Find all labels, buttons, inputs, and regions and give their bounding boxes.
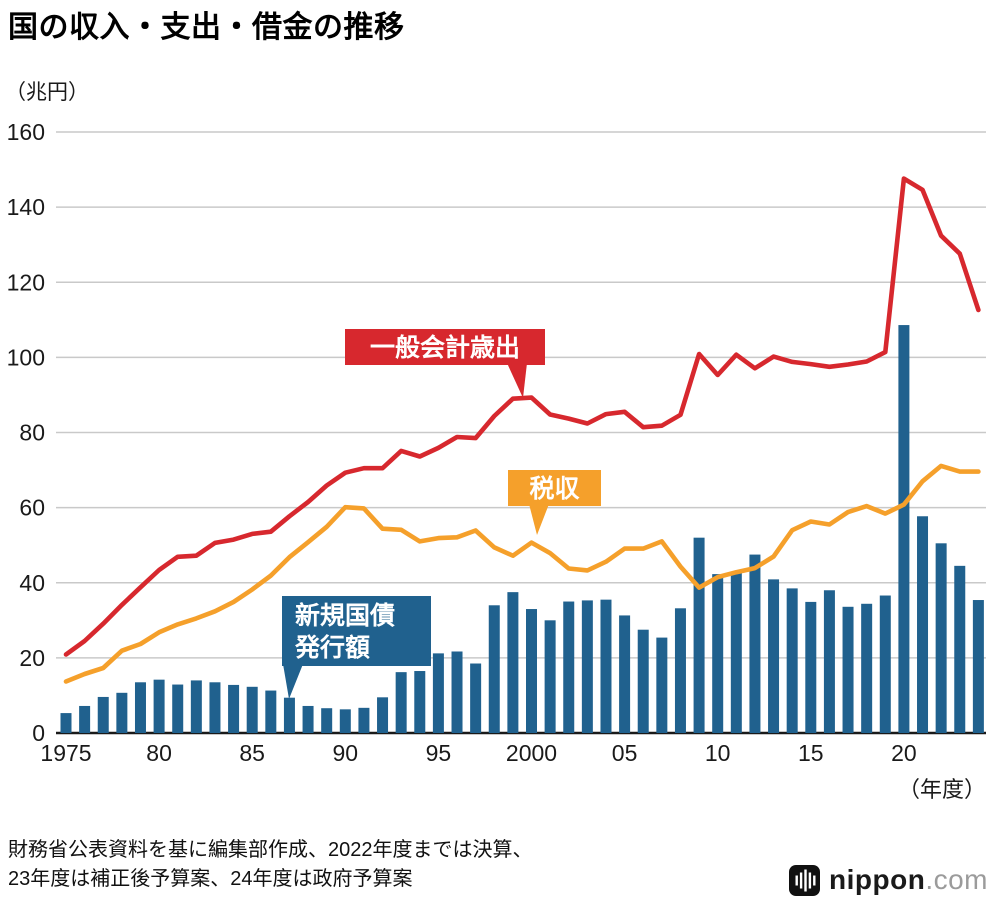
- svg-text:新規国債: 新規国債: [295, 601, 395, 630]
- waveform-icon: [789, 864, 821, 896]
- svg-text:2000: 2000: [506, 740, 557, 766]
- svg-text:0: 0: [32, 720, 45, 746]
- source-note: 財務省公表資料を基に編集部作成、2022年度までは決算、 23年度は補正後予算案…: [8, 836, 533, 894]
- logo-text-nippon: nippon: [829, 864, 926, 895]
- svg-text:発行額: 発行額: [294, 633, 370, 662]
- svg-text:40: 40: [19, 570, 45, 596]
- svg-text:80: 80: [146, 740, 172, 766]
- svg-text:100: 100: [7, 344, 45, 370]
- svg-text:20: 20: [891, 740, 917, 766]
- svg-text:一般会計歳出: 一般会計歳出: [370, 333, 520, 362]
- svg-text:80: 80: [19, 420, 45, 446]
- svg-text:140: 140: [7, 194, 45, 220]
- svg-text:税収: 税収: [529, 475, 580, 503]
- svg-text:160: 160: [7, 119, 45, 145]
- svg-text:120: 120: [7, 269, 45, 295]
- svg-text:10: 10: [705, 740, 731, 766]
- svg-text:60: 60: [19, 495, 45, 521]
- source-line-1: 財務省公表資料を基に編集部作成、2022年度までは決算、: [8, 839, 533, 861]
- svg-text:1975: 1975: [40, 740, 91, 766]
- svg-text:90: 90: [333, 740, 359, 766]
- svg-text:05: 05: [612, 740, 638, 766]
- nippon-logo: nippon.com: [789, 864, 988, 896]
- x-axis-unit-label: （年度）: [897, 777, 986, 802]
- svg-text:15: 15: [798, 740, 824, 766]
- logo-text-com: .com: [925, 864, 988, 895]
- svg-text:20: 20: [19, 645, 45, 671]
- y-axis-unit-label: （兆円）: [5, 81, 89, 104]
- svg-text:95: 95: [426, 740, 452, 766]
- source-line-2: 23年度は補正後予算案、24年度は政府予算案: [8, 868, 413, 890]
- svg-text:85: 85: [239, 740, 265, 766]
- page-title: 国の収入・支出・借金の推移: [8, 11, 405, 44]
